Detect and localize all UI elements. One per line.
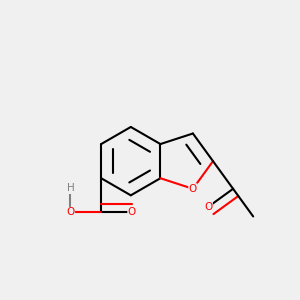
Text: O: O <box>66 207 75 218</box>
Text: O: O <box>128 207 136 218</box>
Text: O: O <box>204 202 212 212</box>
Text: O: O <box>189 184 197 194</box>
Text: H: H <box>67 184 74 194</box>
